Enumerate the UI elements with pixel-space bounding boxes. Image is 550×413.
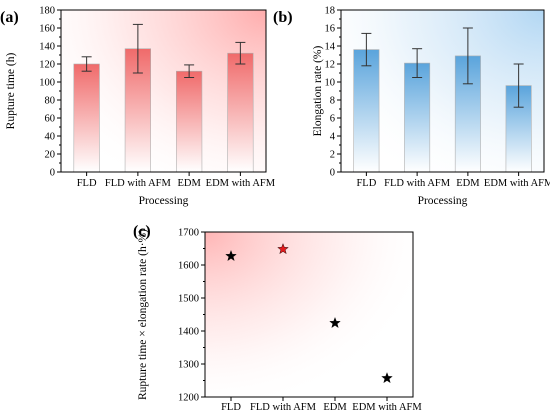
x-tick-label: FLD with AFM	[105, 178, 172, 189]
x-axis-title: Processing	[139, 195, 189, 207]
x-tick-label: FLD with AFM	[384, 178, 451, 189]
bar	[227, 52, 254, 173]
bar	[353, 49, 380, 173]
panel-label: (a)	[0, 9, 19, 26]
y-tick-label: 1600	[178, 261, 199, 272]
y-tick-label: 12	[325, 60, 336, 71]
x-tick-label: FLD	[356, 178, 376, 189]
x-axis-title: Processing	[418, 195, 468, 207]
panel-label: (c)	[133, 223, 151, 240]
bar	[176, 70, 203, 173]
y-tick-label: 2	[330, 150, 335, 161]
plot-frame	[340, 9, 545, 173]
y-axis-title: Rupture time × elongation rate (h·%)	[137, 229, 149, 400]
y-tick-label: 10	[325, 78, 336, 89]
x-tick-label: EDM	[456, 178, 480, 189]
bar	[404, 62, 431, 173]
x-tick-label: EDM	[323, 402, 347, 413]
y-tick-label: 1200	[178, 393, 199, 404]
y-tick-label: 60	[45, 114, 56, 125]
y-tick-label: 0	[50, 168, 55, 179]
x-tick-label: FLD	[77, 178, 97, 189]
x-tick-label: EDM with AFM	[484, 178, 550, 189]
x-tick-label: FLD with AFM	[250, 402, 317, 413]
panel-label: (b)	[273, 9, 293, 26]
y-tick-label: 4	[330, 132, 336, 143]
plot-frame	[204, 231, 414, 398]
x-tick-label: EDM	[177, 178, 201, 189]
y-tick-label: 14	[325, 42, 336, 53]
y-tick-label: 1500	[178, 294, 199, 305]
star-point	[277, 243, 289, 255]
y-tick-label: 160	[39, 24, 55, 35]
plot-frame	[60, 9, 267, 173]
y-axis-title: Elongation rate (%)	[312, 45, 324, 136]
x-tick-label: FLD	[221, 402, 241, 413]
y-axis-title: Rupture time (h)	[5, 53, 17, 130]
y-tick-label: 120	[39, 60, 55, 71]
star-point	[381, 372, 393, 384]
panel-b: (b) 0 2 4 6 8 10 12 14 16 18 FLD FLD with AFM EDM EDM …	[273, 6, 550, 208]
plot-background	[205, 232, 413, 397]
panel-a: (a) 0 20 40 60 80 100 120 140 160 180 FLD FLD with A…	[0, 6, 276, 208]
panel-c: (c) 1200 1300 1400 1500 1600 1700 FLD FLD with A…	[133, 223, 422, 413]
y-tick-label: 16	[325, 24, 336, 35]
y-tick-label: 1400	[178, 327, 199, 338]
y-tick-label: 40	[45, 132, 56, 143]
y-tick-label: 8	[330, 96, 335, 107]
y-tick-label: 1700	[178, 228, 199, 239]
y-tick-label: 1300	[178, 360, 199, 371]
y-tick-label: 80	[45, 96, 56, 107]
star-point	[225, 250, 237, 262]
bar	[73, 63, 100, 173]
y-tick-label: 140	[39, 42, 55, 53]
y-tick-label: 18	[325, 6, 336, 17]
star-point	[329, 317, 341, 328]
y-tick-label: 100	[39, 78, 55, 89]
y-tick-label: 6	[330, 114, 335, 125]
y-tick-label: 20	[45, 150, 56, 161]
x-tick-label: EDM with AFM	[206, 178, 276, 189]
x-tick-label: EDM with AFM	[352, 402, 422, 413]
y-tick-label: 180	[39, 6, 55, 17]
y-tick-label: 0	[330, 168, 335, 179]
